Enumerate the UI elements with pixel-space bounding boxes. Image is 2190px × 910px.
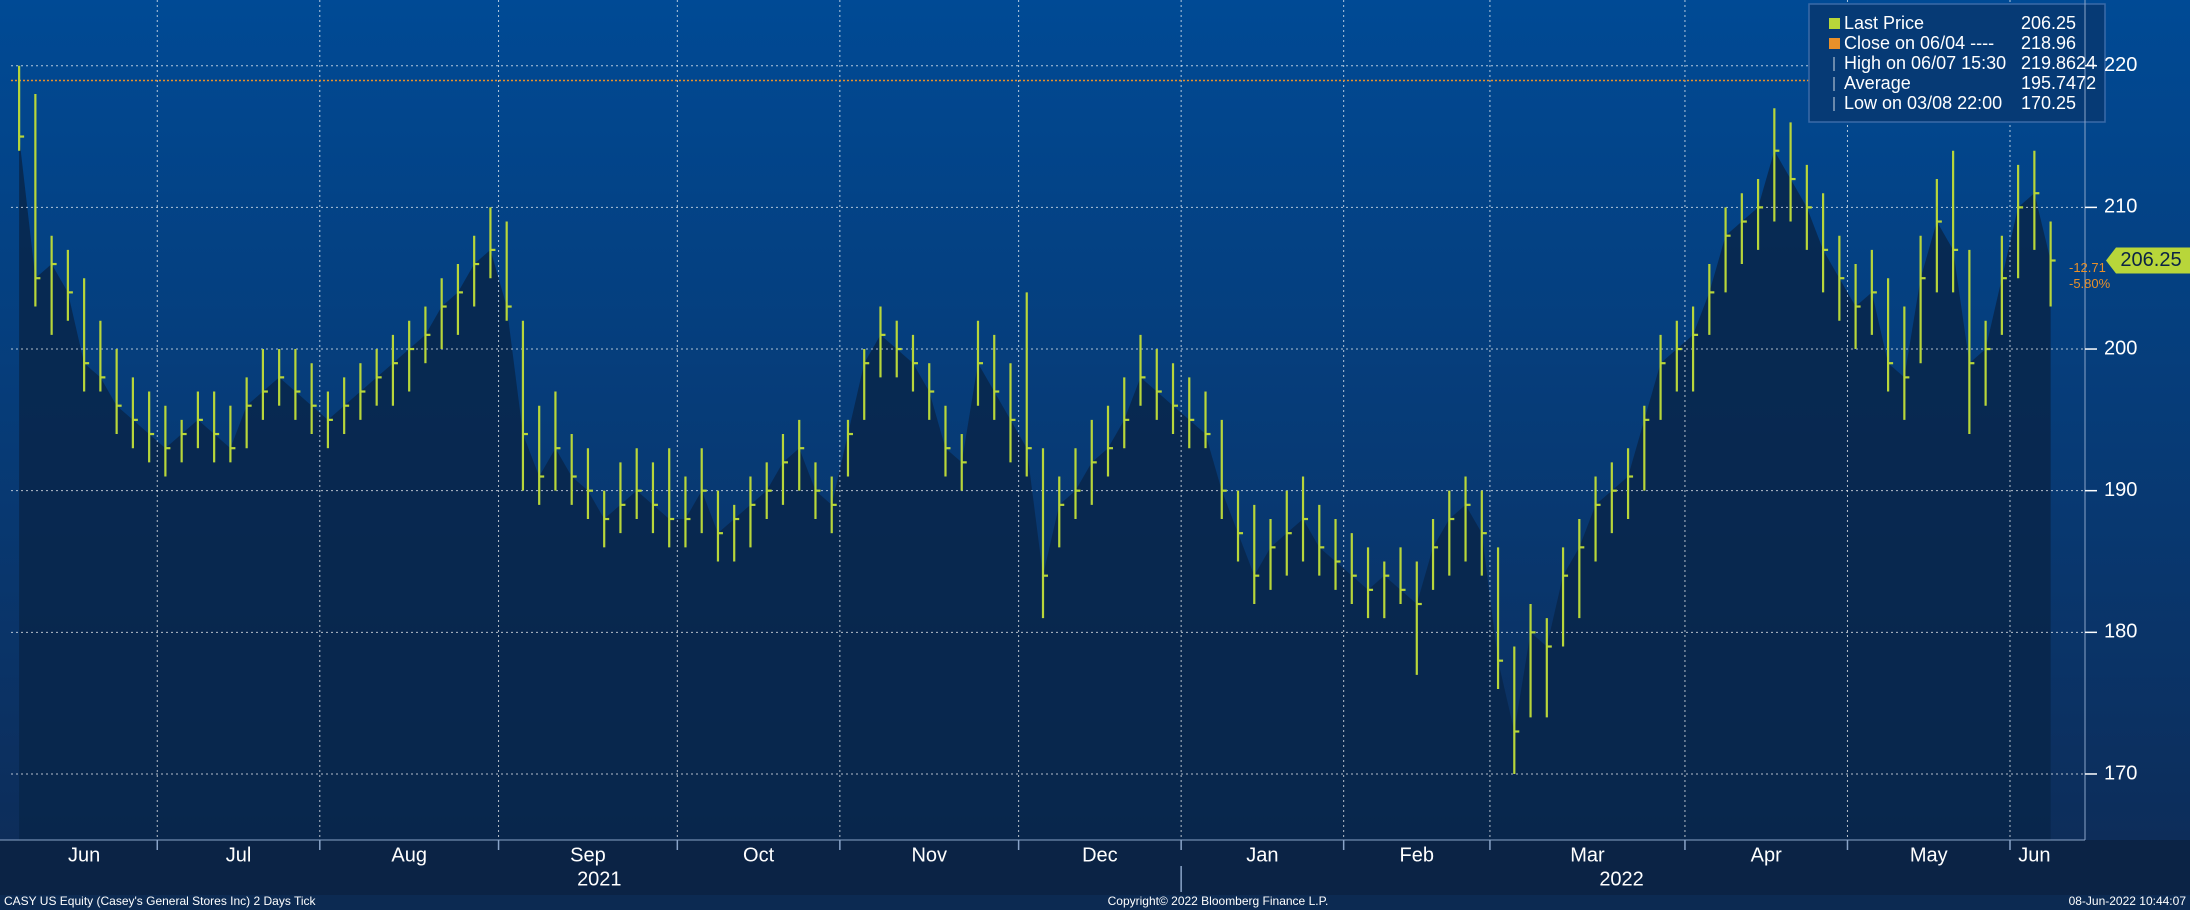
legend-label: Close on 06/04 ---- bbox=[1844, 33, 1994, 53]
x-tick-label: Jun bbox=[2018, 844, 2050, 866]
y-tick-label: 220 bbox=[2104, 54, 2137, 76]
y-tick-label: 170 bbox=[2104, 762, 2137, 784]
legend-label: Low on 03/08 22:00 bbox=[1844, 93, 2002, 113]
x-tick-label: Feb bbox=[1400, 844, 1434, 866]
y-tick-label: 200 bbox=[2104, 337, 2137, 359]
x-tick-label: Apr bbox=[1751, 844, 1782, 866]
legend-swatch bbox=[1829, 18, 1840, 29]
legend-label: Last Price bbox=[1844, 13, 1924, 33]
legend-label: Average bbox=[1844, 73, 1911, 93]
x-tick-label: May bbox=[1910, 844, 1948, 866]
year-label: 2022 bbox=[1599, 868, 1644, 890]
footer-left: CASY US Equity (Casey's General Stores I… bbox=[4, 894, 317, 908]
legend-value: 219.8624 bbox=[2021, 53, 2096, 73]
change-label: -12.71 bbox=[2069, 260, 2106, 275]
legend-value: 195.7472 bbox=[2021, 73, 2096, 93]
legend-box bbox=[1808, 3, 2106, 123]
x-tick-label: Nov bbox=[911, 844, 947, 866]
y-tick-label: 210 bbox=[2104, 196, 2137, 218]
x-tick-label: Mar bbox=[1570, 844, 1605, 866]
footer-right: 08-Jun-2022 10:44:07 bbox=[2069, 894, 2187, 908]
legend-value: 218.96 bbox=[2021, 33, 2076, 53]
legend-swatch bbox=[1829, 38, 1840, 49]
x-tick-label: Jul bbox=[226, 844, 252, 866]
price-area bbox=[19, 136, 2051, 841]
y-tick-label: 190 bbox=[2104, 479, 2137, 501]
x-tick-label: Dec bbox=[1082, 844, 1118, 866]
legend-value: 206.25 bbox=[2021, 13, 2076, 33]
year-label: 2021 bbox=[577, 868, 622, 890]
x-tick-label: Aug bbox=[391, 844, 427, 866]
footer-center: Copyright© 2022 Bloomberg Finance L.P. bbox=[1108, 894, 1329, 908]
x-tick-label: Jan bbox=[1246, 844, 1278, 866]
last-price-label: 206.25 bbox=[2120, 249, 2181, 271]
x-tick-label: Oct bbox=[743, 844, 775, 866]
change-label: -5.80% bbox=[2069, 276, 2111, 291]
legend-value: 170.25 bbox=[2021, 93, 2076, 113]
legend-label: High on 06/07 15:30 bbox=[1844, 53, 2006, 73]
x-tick-label: Sep bbox=[570, 844, 606, 866]
last-price-tag bbox=[2106, 247, 2190, 274]
plot bbox=[11, 0, 2085, 841]
axis-band bbox=[0, 840, 2190, 895]
y-tick-label: 180 bbox=[2104, 621, 2137, 643]
x-tick-label: Jun bbox=[68, 844, 100, 866]
